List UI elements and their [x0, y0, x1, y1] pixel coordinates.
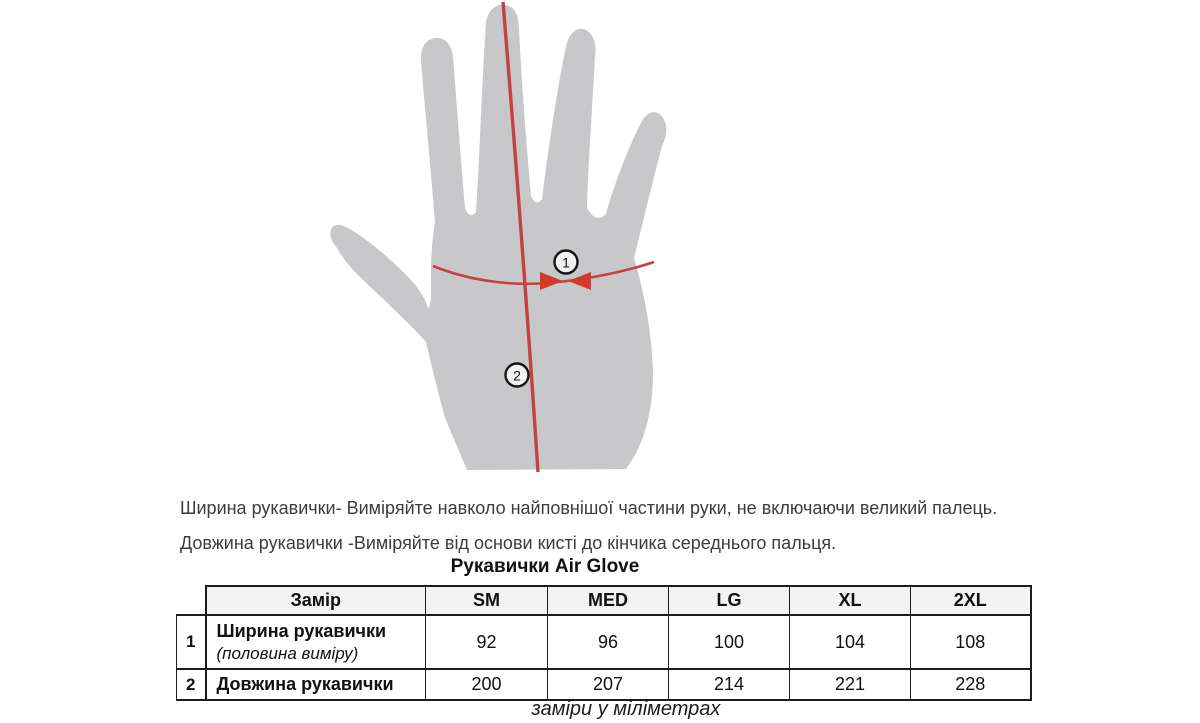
width-arrow-left-icon [540, 272, 563, 290]
marker-1-circle [553, 249, 579, 275]
width-value-med: 96 [547, 614, 669, 670]
row-number: 2 [176, 668, 206, 701]
marker-1-badge: 1 [553, 249, 579, 275]
column-header-2xl: 2XL [910, 585, 1032, 616]
row-label: Ширина рукавички [216, 621, 387, 641]
table-row-width: 1 Ширина рукавички (половина виміру) 92 … [176, 614, 1032, 670]
marker-2-number: 2 [513, 368, 521, 384]
length-value-2xl: 228 [910, 668, 1032, 701]
hand-silhouette [330, 4, 667, 470]
marker-2-circle [504, 362, 530, 388]
size-table-title: Рукавички Air Glove [450, 556, 640, 577]
row-label: Довжина рукавички [216, 674, 394, 694]
measurement-instructions: Ширина рукавички- Виміряйте навколо найп… [180, 491, 997, 561]
length-value-med: 207 [547, 668, 669, 701]
column-header-sm: SM [425, 585, 548, 616]
width-value-xl: 104 [789, 614, 911, 670]
marker-1-number: 1 [562, 255, 570, 271]
length-measure-line [501, 1, 540, 473]
units-caption: заміри у міліметрах [531, 698, 721, 720]
row-sublabel: (половина виміру) [216, 644, 359, 663]
width-arrow-right-icon [568, 272, 591, 290]
table-corner-empty [177, 586, 206, 615]
column-header-med: MED [547, 585, 669, 616]
width-value-sm: 92 [425, 614, 548, 670]
column-header-xl: XL [789, 585, 911, 616]
row-label-cell: Довжина рукавички [204, 668, 426, 701]
row-number: 1 [176, 614, 206, 670]
table-row-length: 2 Довжина рукавички 200 207 214 221 228 [176, 668, 1032, 701]
width-value-lg: 100 [668, 614, 790, 670]
column-header-zamir: Замір [204, 585, 426, 616]
size-table-header-row: Замір SM MED LG XL 2XL [177, 585, 1032, 616]
marker-2-badge: 2 [504, 362, 530, 388]
length-value-xl: 221 [789, 668, 911, 701]
row-label-cell: Ширина рукавички (половина виміру) [204, 614, 426, 670]
column-header-lg: LG [668, 585, 790, 616]
glove-size-table: Замір SM MED LG XL 2XL 1 Ширина рукавичк… [176, 585, 1032, 701]
length-value-lg: 214 [668, 668, 790, 701]
width-value-2xl: 108 [910, 614, 1032, 670]
hand-measurement-diagram: 1 2 [330, 1, 667, 473]
length-instruction-text: Довжина рукавички -Виміряйте від основи … [180, 533, 837, 553]
length-value-sm: 200 [425, 668, 548, 701]
width-instruction-text: Ширина рукавички- Виміряйте навколо найп… [180, 498, 998, 518]
